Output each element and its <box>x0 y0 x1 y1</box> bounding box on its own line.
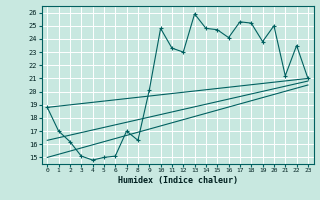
X-axis label: Humidex (Indice chaleur): Humidex (Indice chaleur) <box>118 176 237 185</box>
